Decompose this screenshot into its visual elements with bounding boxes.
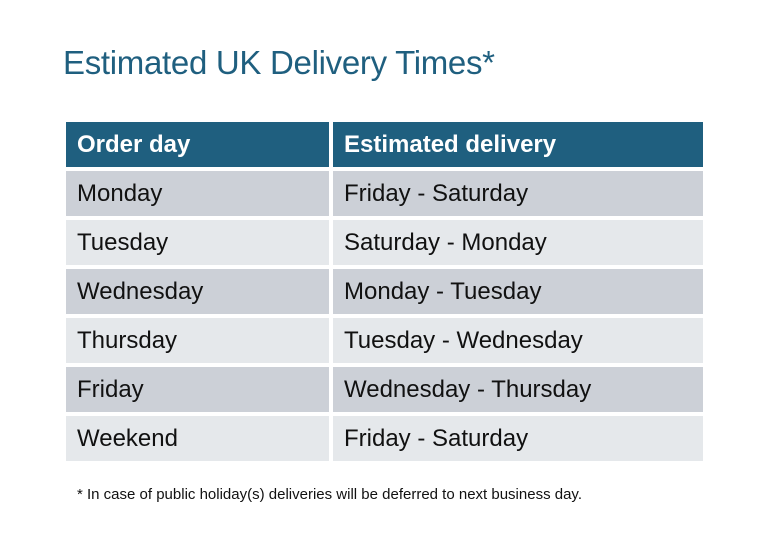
table-header: Order day Estimated delivery <box>66 122 703 167</box>
table-row: Monday Friday - Saturday <box>66 171 703 216</box>
delivery-cell: Saturday - Monday <box>333 220 703 265</box>
table-row: Thursday Tuesday - Wednesday <box>66 318 703 363</box>
page-title: Estimated UK Delivery Times* <box>63 44 495 81</box>
order-day-cell: Weekend <box>66 416 329 461</box>
table-row: Weekend Friday - Saturday <box>66 416 703 461</box>
delivery-cell: Friday - Saturday <box>333 171 703 216</box>
order-day-cell: Wednesday <box>66 269 329 314</box>
delivery-table: Order day Estimated delivery Monday Frid… <box>62 118 707 465</box>
table-row: Tuesday Saturday - Monday <box>66 220 703 265</box>
delivery-cell: Monday - Tuesday <box>333 269 703 314</box>
delivery-cell: Tuesday - Wednesday <box>333 318 703 363</box>
delivery-cell: Wednesday - Thursday <box>333 367 703 412</box>
footnote: * In case of public holiday(s) deliverie… <box>77 486 582 503</box>
table-row: Friday Wednesday - Thursday <box>66 367 703 412</box>
order-day-cell: Tuesday <box>66 220 329 265</box>
order-day-cell: Thursday <box>66 318 329 363</box>
delivery-cell: Friday - Saturday <box>333 416 703 461</box>
header-estimated-delivery: Estimated delivery <box>333 122 703 167</box>
order-day-cell: Monday <box>66 171 329 216</box>
header-order-day: Order day <box>66 122 329 167</box>
order-day-cell: Friday <box>66 367 329 412</box>
table-row: Wednesday Monday - Tuesday <box>66 269 703 314</box>
